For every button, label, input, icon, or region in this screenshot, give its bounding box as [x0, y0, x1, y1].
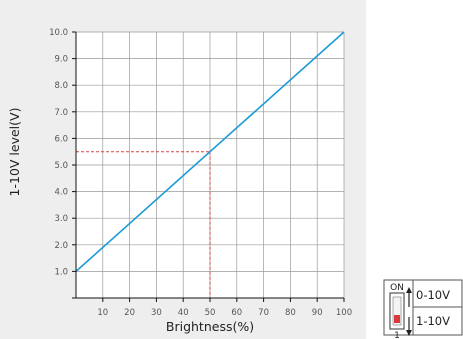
chart-panel: 1.0 2.0 3.0 4.0 5.0 6.0 7.0 8.0 9.0 10.0 10 20 30 40 5… — [0, 0, 366, 339]
y-tick-label-7: 8.0 — [54, 81, 68, 91]
series-line-0 — [75, 31, 345, 272]
arrow-up-icon-head — [406, 287, 412, 293]
x-tick-label-8: 90 — [312, 308, 323, 318]
option-0-10v: 0-10V — [416, 288, 450, 302]
x-tick-label-2: 30 — [151, 308, 162, 318]
x-tick-label-0: 10 — [97, 308, 108, 318]
y-tick-label-4: 5.0 — [54, 161, 68, 171]
x-tick-label-7: 80 — [285, 308, 296, 318]
x-tick-label-4: 50 — [205, 308, 216, 318]
y-tick-label-0: 1.0 — [54, 267, 68, 277]
y-tick-label-3: 4.0 — [54, 188, 68, 198]
x-tick-label-3: 40 — [178, 308, 189, 318]
x-tick-label-1: 20 — [124, 308, 135, 318]
y-tick-label-6: 7.0 — [54, 108, 68, 118]
series-layer — [75, 31, 345, 272]
x-tick-label-6: 70 — [258, 308, 269, 318]
reference-lines — [76, 151, 211, 298]
grid — [76, 31, 345, 298]
y-tick-label-5: 6.0 — [54, 134, 68, 144]
line-chart: 1.0 2.0 3.0 4.0 5.0 6.0 7.0 8.0 9.0 10.0 10 20 30 40 5… — [7, 28, 352, 334]
y-tick-label-8: 9.0 — [54, 55, 68, 65]
dip-switch-position-label: 1 — [394, 331, 400, 339]
x-axis-title: Brightness(%) — [166, 319, 254, 334]
y-axis-title: 1-10V level(V) — [7, 108, 22, 197]
axes — [72, 31, 345, 302]
arrow-down-icon-head — [406, 330, 412, 336]
y-tick-label-1: 2.0 — [54, 241, 68, 251]
dip-switch-knob — [394, 315, 400, 323]
tick-labels: 1.0 2.0 3.0 4.0 5.0 6.0 7.0 8.0 9.0 10.0 10 20 30 40 5… — [49, 28, 352, 318]
x-tick-label-5: 60 — [231, 308, 242, 318]
option-1-10v: 1-10V — [416, 314, 450, 328]
dip-switch-slot — [392, 296, 402, 326]
y-tick-label-2: 3.0 — [54, 214, 68, 224]
x-tick-label-9: 100 — [336, 308, 352, 318]
y-tick-label-9: 10.0 — [49, 28, 68, 38]
dip-switch-on-label: ON — [390, 283, 404, 293]
